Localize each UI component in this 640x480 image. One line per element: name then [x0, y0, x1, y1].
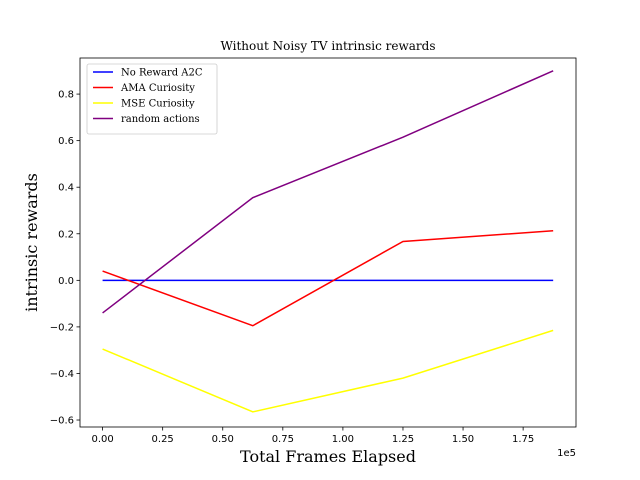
y-axis-ticks: −0.6 −0.4 −0.2 0.0 0.2 0.4 0.6 0.8 — [50, 90, 80, 427]
y-tick-label: 0.6 — [58, 136, 74, 147]
series-line-2 — [102, 329, 554, 413]
x-tick-label: 0.00 — [91, 434, 113, 445]
series-line-3 — [102, 70, 554, 314]
series-lines — [102, 70, 554, 413]
x-tick-label: 1.25 — [392, 434, 414, 445]
y-tick-label: 0.2 — [58, 229, 74, 240]
plot-frame — [79, 57, 577, 428]
x-axis-label: Total Frames Elapsed — [240, 447, 416, 466]
y-tick-label: 0.4 — [58, 183, 74, 194]
x-tick-label: 0.50 — [212, 434, 234, 445]
legend-label: No Reward A2C — [121, 68, 203, 79]
y-tick-label: −0.2 — [50, 322, 74, 333]
chart-title: Without Noisy TV intrinsic rewards — [221, 39, 436, 53]
x-axis-ticks: 0.00 0.25 0.50 0.75 1.00 1.25 1.50 1.75 — [91, 427, 534, 445]
y-tick-label: −0.6 — [50, 416, 74, 427]
x-tick-label: 1.50 — [452, 434, 474, 445]
legend-label: AMA Curiosity — [120, 83, 195, 94]
y-axis-label: intrinsic rewards — [22, 173, 41, 312]
legend-label: random actions — [121, 114, 200, 125]
legend: No Reward A2C AMA Curiosity MSE Curiosity r… — [86, 63, 218, 135]
y-tick-label: 0.0 — [58, 276, 74, 287]
x-tick-label: 1.00 — [332, 434, 354, 445]
y-tick-label: −0.4 — [50, 369, 74, 380]
x-axis-offset-label: 1e5 — [557, 448, 576, 459]
series-line-1 — [102, 229, 554, 327]
y-tick-label: 0.8 — [58, 90, 74, 101]
legend-box — [86, 63, 218, 135]
x-tick-label: 1.75 — [512, 434, 534, 445]
legend-label: MSE Curiosity — [121, 99, 195, 110]
x-tick-label: 0.25 — [152, 434, 174, 445]
x-tick-label: 0.75 — [272, 434, 294, 445]
